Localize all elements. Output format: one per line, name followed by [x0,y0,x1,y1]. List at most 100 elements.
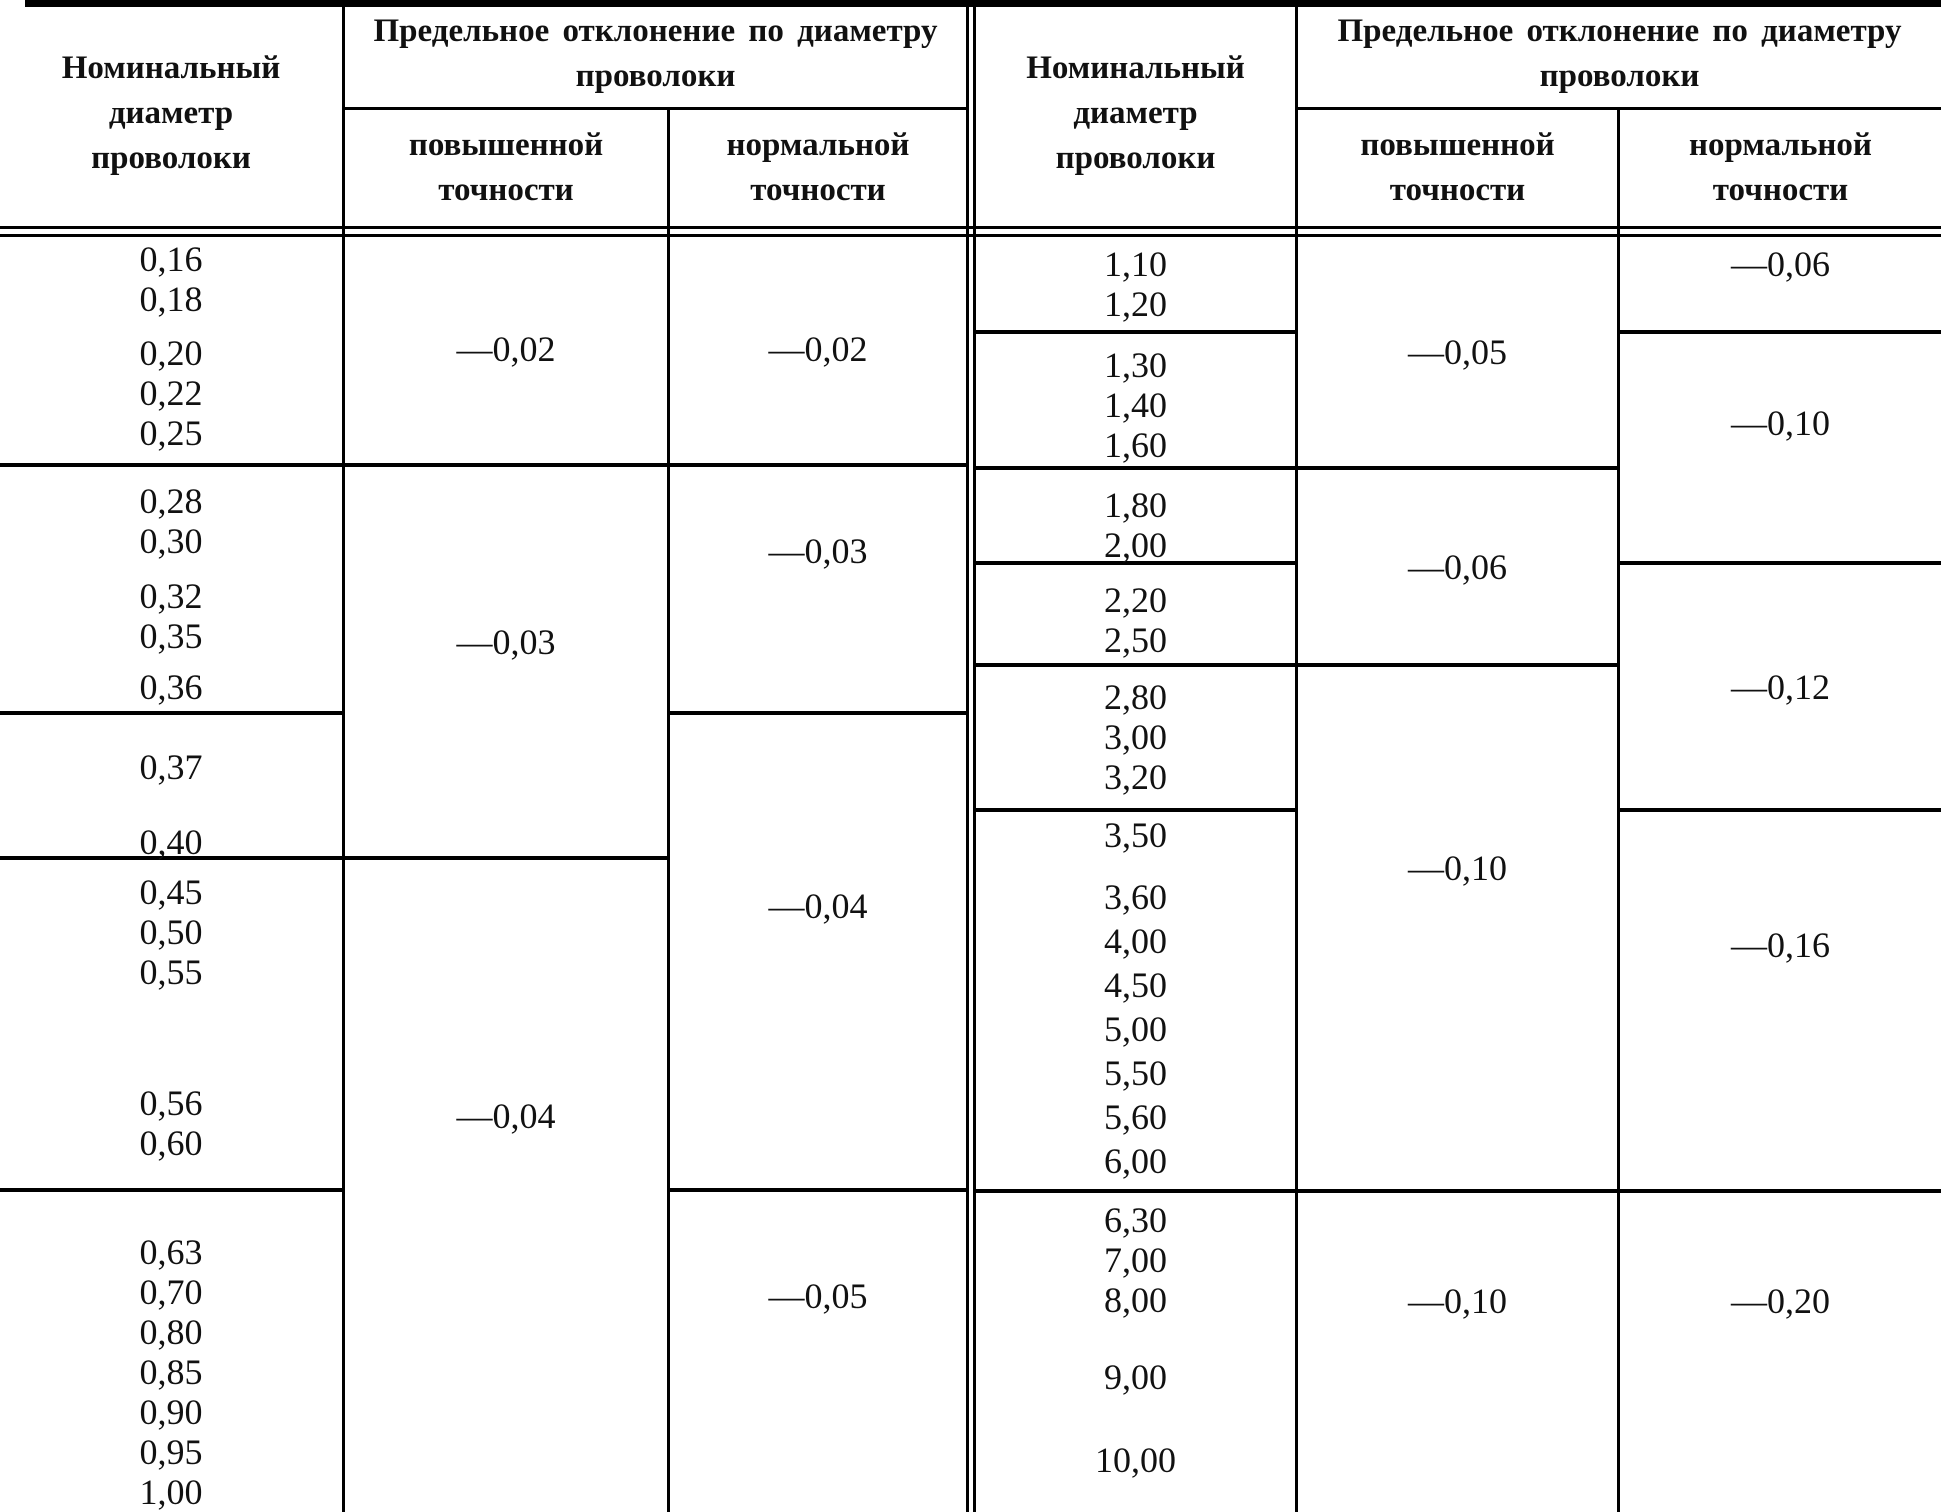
diameter-cell: 1,80 2,00 [976,470,1298,565]
diameter-value: 0,35 [139,616,203,656]
diameter-value: 0,70 [139,1272,203,1312]
diameter-value: 3,00 [1104,717,1167,757]
deviation-value: —0,05 [768,1276,868,1316]
diameter-value: 0,25 [139,413,203,453]
header-increased-accuracy: повышенной точности [1298,110,1620,226]
diameter-value: 0,22 [139,373,203,413]
diameter-cell: 1,30 1,40 1,60 [976,334,1298,470]
header-normal-accuracy: нормальной точности [1620,110,1941,226]
header-increased-accuracy-label: повышенной точности [408,127,604,208]
deviation-value: —0,04 [456,1096,556,1136]
diameter-value: 4,50 [1104,965,1167,1005]
diameter-value: 0,95 [139,1432,203,1472]
header-nominal-diameter: Номинальный диаметр проволоки [0,0,345,226]
separator-band [976,226,1941,237]
deviation-cell: —0,20 [1620,1193,1941,1512]
diameter-value: 0,80 [139,1312,203,1352]
header-nominal-diameter: Номинальный диаметр проволоки [976,0,1298,226]
deviation-cell: —0,02 [345,234,670,467]
diameter-cell: 0,16 0,18 0,20 0,22 0,25 [0,234,345,467]
diameter-value: 0,50 [139,912,203,952]
header-nominal-diameter-label: Номинальный диаметр проволоки [1026,49,1245,176]
diameter-value: 2,50 [1104,620,1167,660]
diameter-cell: 2,80 3,00 3,20 [976,667,1298,812]
deviation-value: —0,06 [1731,243,1830,284]
deviation-cell: —0,10 [1620,334,1941,565]
deviation-value: —0,10 [1731,402,1830,443]
diameter-value: 0,28 [139,481,203,521]
left-table-header: Номинальный диаметр проволоки Предельное… [0,0,966,226]
diameter-value: 4,00 [1104,921,1167,961]
diameter-value: 1,20 [1104,284,1167,324]
diameter-cell: 0,45 0,50 0,55 0,56 0,60 [0,860,345,1192]
diameter-value: 0,30 [139,521,203,561]
deviation-value: —0,06 [1408,546,1507,587]
deviation-cell: —0,04 [670,715,966,1192]
deviation-value: —0,03 [456,621,556,662]
middle-double-rule-gap [969,0,973,1512]
deviation-cell: —0,16 [1620,812,1941,1193]
deviation-value: —0,10 [1408,848,1507,888]
left-table: Номинальный диаметр проволоки Предельное… [0,0,969,1512]
diameter-value: 6,00 [1104,1141,1167,1181]
diameter-value: 0,36 [139,667,203,707]
diameter-value: 0,18 [139,279,203,319]
deviation-cell: —0,05 [670,1192,966,1512]
diameter-value: 0,20 [139,333,203,373]
header-increased-accuracy-label: повышенной точности [1360,127,1555,208]
diameter-value: 2,00 [1104,525,1167,565]
diameter-value: 0,45 [139,872,203,912]
right-table-header: Номинальный диаметр проволоки Предельное… [976,0,1941,226]
deviation-value: —0,02 [768,328,868,369]
deviation-value: —0,04 [768,885,868,926]
deviation-cell: —0,03 [670,467,966,715]
diameter-value: 7,00 [1104,1240,1167,1280]
header-increased-accuracy: повышенной точности [345,110,670,226]
deviation-value: —0,03 [768,531,868,571]
diameter-value: 0,60 [139,1123,203,1163]
diameter-value: 5,00 [1104,1009,1167,1049]
diameter-value: 9,00 [1104,1357,1167,1397]
deviation-value: —0,16 [1731,924,1830,965]
right-table-body: 1,10 1,20 1,30 1,40 1,60 1,80 2,00 2,20 … [976,237,1941,1512]
header-limit-deviation-label: Предельное отклонение по диаметру провол… [373,12,938,94]
deviation-cell: —0,05 [1298,237,1620,470]
right-table: Номинальный диаметр проволоки Предельное… [973,0,1941,1512]
header-normal-accuracy-label: нормальной точности [1689,127,1872,208]
diameter-value: 3,60 [1104,877,1167,917]
diameter-cell: 2,20 2,50 [976,565,1298,667]
diameter-value: 1,30 [1104,345,1167,385]
diameter-value: 0,85 [139,1352,203,1392]
deviation-cell: —0,03 [345,467,670,860]
header-nominal-diameter-label: Номинальный диаметр проволоки [61,49,281,176]
deviation-value: —0,05 [1408,331,1507,372]
deviation-cell: —0,06 [1620,237,1941,334]
header-normal-accuracy-label: нормальной точности [726,127,910,208]
diameter-cell: 3,50 3,60 4,00 4,50 5,00 5,50 5,60 6,00 [976,812,1298,1193]
deviation-cell: —0,02 [670,234,966,467]
deviation-cell: —0,10 [1298,1193,1620,1512]
diameter-value: 1,60 [1104,425,1167,465]
diameter-value: 0,37 [139,747,203,787]
diameter-value: 1,80 [1104,485,1167,525]
deviation-value: —0,02 [456,328,556,369]
diameter-value: 0,16 [139,239,203,279]
header-limit-deviation-label: Предельное отклонение по диаметру провол… [1337,12,1902,94]
diameter-value: 1,00 [139,1472,203,1512]
diameter-value: 0,55 [139,952,203,992]
diameter-value: 1,40 [1104,385,1167,425]
deviation-cell: —0,12 [1620,565,1941,812]
deviation-value: —0,12 [1731,666,1830,707]
header-normal-accuracy: нормальной точности [670,110,966,226]
diameter-value: 3,50 [1104,815,1167,855]
deviation-cell: —0,04 [345,860,670,1512]
diameter-value: 0,32 [139,576,203,616]
deviation-value: —0,20 [1731,1280,1830,1321]
diameter-value: 10,00 [1095,1440,1176,1480]
table-top-border [25,0,1941,7]
diameter-value: 0,40 [139,822,203,862]
diameter-value: 1,10 [1104,244,1167,284]
diameter-value: 0,90 [139,1392,203,1432]
